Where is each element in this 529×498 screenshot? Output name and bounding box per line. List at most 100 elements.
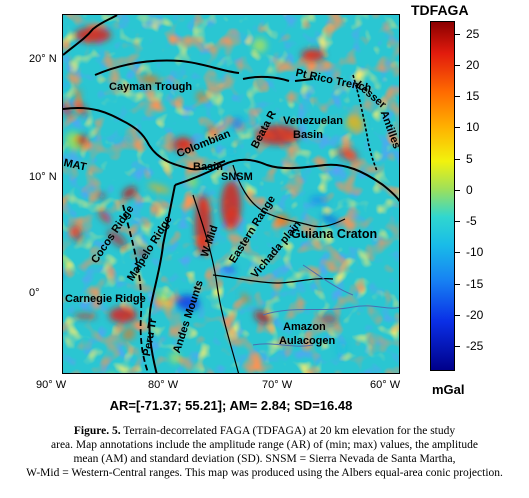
- anomaly-blob: [241, 293, 251, 303]
- label-snsm: SNSM: [221, 171, 253, 183]
- coastline-central-america: [63, 106, 226, 171]
- colorbar-tick-label: 15: [466, 89, 480, 103]
- lon-label-70w: 70° W: [262, 379, 293, 391]
- trench-pacific: [122, 204, 150, 373]
- anomaly-blob: [98, 192, 106, 200]
- colorbar-tick-label: 5: [466, 151, 473, 166]
- country-border-1: [232, 164, 310, 226]
- colorbar-unit: mGal: [432, 382, 465, 397]
- anomaly-blob: [176, 294, 200, 311]
- anomaly-blob: [321, 214, 340, 225]
- label-guiana-craton: Guiana Craton: [291, 227, 378, 241]
- colorbar-tick-mark: [455, 127, 460, 129]
- label-venezuelan-basin: Basin: [293, 129, 323, 141]
- river-1: [262, 305, 399, 316]
- colorbar-tick-label: -15: [466, 276, 484, 291]
- anomaly-map: Cayman Trough Pt Rico Trench Lesser Anti…: [62, 14, 400, 374]
- river-2: [302, 264, 354, 296]
- coastline-pacific-sa: [148, 184, 176, 373]
- anomaly-blob: [337, 146, 359, 162]
- label-carnegie-ridge: Carnegie Ridge: [65, 293, 146, 305]
- colorbar-tick-mark: [455, 189, 460, 191]
- anomaly-blob: [252, 38, 267, 53]
- anomaly-high: [256, 125, 300, 145]
- figure-label: Figure. 5.: [73, 425, 121, 437]
- anomaly-blob: [107, 229, 127, 248]
- anomaly-blob: [231, 117, 243, 130]
- colorbar-tick-mark: [455, 158, 460, 160]
- caption-line-4: W-Mid = Western-Central ranges. This map…: [26, 467, 503, 479]
- anomaly-blob: [76, 134, 88, 147]
- colorbar-tick-mark: [455, 283, 460, 285]
- lon-label-80w: 80° W: [148, 379, 179, 391]
- colorbar-tick-mark: [455, 221, 460, 222]
- anomaly-blob: [122, 326, 136, 342]
- colorbar-title: TDFAGA: [411, 2, 469, 18]
- anomaly-blob: [74, 88, 82, 102]
- anomaly-blob: [147, 183, 171, 194]
- anomaly-blob: [122, 186, 137, 199]
- coastline-cuba: [94, 59, 240, 76]
- lat-label-10n: 10° N: [29, 171, 57, 183]
- colorbar-tick-mark: [455, 252, 460, 254]
- caption-line-1: Figure. 5. Terrain-decorrelated FAGA (TD…: [0, 424, 529, 438]
- anomaly-high: [173, 137, 193, 153]
- colorbar-tick-label: -25: [466, 339, 484, 353]
- label-cayman-trough: Cayman Trough: [109, 81, 193, 93]
- anomaly-blob: [70, 224, 82, 242]
- label-aulacogen: Aulacogen: [279, 335, 336, 347]
- lon-label-60w: 60° W: [370, 379, 401, 391]
- coastline-south-america: [174, 158, 399, 203]
- caption-line-1-text: Terrain-decorrelated FAGA (TDFAGA) at 20…: [120, 425, 456, 437]
- lesser-antilles-arc: [352, 74, 378, 172]
- anomaly-blob: [140, 75, 160, 84]
- anomaly-blob: [309, 195, 328, 205]
- andes-deformation-front: [192, 194, 240, 373]
- colorbar-tick-mark: [455, 346, 460, 347]
- anomaly-high: [301, 49, 325, 61]
- colorbar-tick-label: 0: [466, 182, 473, 197]
- lat-label-0: 0°: [29, 287, 40, 299]
- label-venezuelan: Venezuelan: [283, 115, 343, 127]
- country-border-2: [308, 218, 346, 228]
- anomaly-blob: [169, 352, 181, 363]
- river-3: [252, 343, 314, 347]
- caption-line-3: mean (AM) and standard deviation (SD). S…: [73, 453, 456, 465]
- anomaly-blob: [196, 91, 205, 102]
- anomaly-blob: [222, 265, 236, 273]
- anomaly-blob: [207, 127, 216, 136]
- anomaly-blob: [227, 148, 236, 156]
- colorbar-tick-label: -5: [466, 214, 477, 228]
- tectonic-lines: [63, 15, 399, 373]
- anomaly-blob: [275, 213, 290, 227]
- colorbar-tick-mark: [455, 314, 460, 316]
- anomaly-blob: [124, 134, 135, 147]
- amplitude-statistics: AR=[-71.37; 55.21]; AM= 2.84; SD=16.48: [109, 398, 353, 413]
- coastline-puerto-rico: [294, 78, 314, 82]
- colorbar-tick-label: -10: [466, 245, 484, 260]
- colorbar-tick-label: 10: [466, 120, 480, 135]
- country-border-3: [212, 274, 334, 284]
- coastline-yucatan: [63, 15, 118, 56]
- anomaly-blob: [63, 248, 66, 271]
- colorbar-tick-mark: [455, 33, 460, 35]
- colorbar: [430, 21, 455, 371]
- caption-line-2: area. Map annotations include the amplit…: [51, 439, 478, 451]
- colorbar-tick-label: 20: [466, 57, 480, 72]
- colorbar-tick-mark: [455, 64, 460, 66]
- lat-label-20n: 20° N: [29, 53, 57, 65]
- anomaly-blob: [137, 247, 149, 258]
- anomaly-field: [63, 15, 399, 373]
- figure-caption: Figure. 5. Terrain-decorrelated FAGA (TD…: [0, 424, 529, 480]
- anomaly-blob: [345, 115, 364, 131]
- anomaly-blob: [73, 313, 97, 319]
- colorbar-tick-label: 25: [466, 26, 480, 41]
- anomaly-high: [109, 307, 137, 323]
- anomaly-blob: [157, 291, 171, 309]
- anomaly-blob: [337, 342, 346, 356]
- label-colombian-basin: Basin: [193, 161, 223, 173]
- anomaly-blob: [320, 314, 338, 324]
- anomaly-blob: [63, 74, 69, 90]
- anomaly-high: [221, 181, 241, 229]
